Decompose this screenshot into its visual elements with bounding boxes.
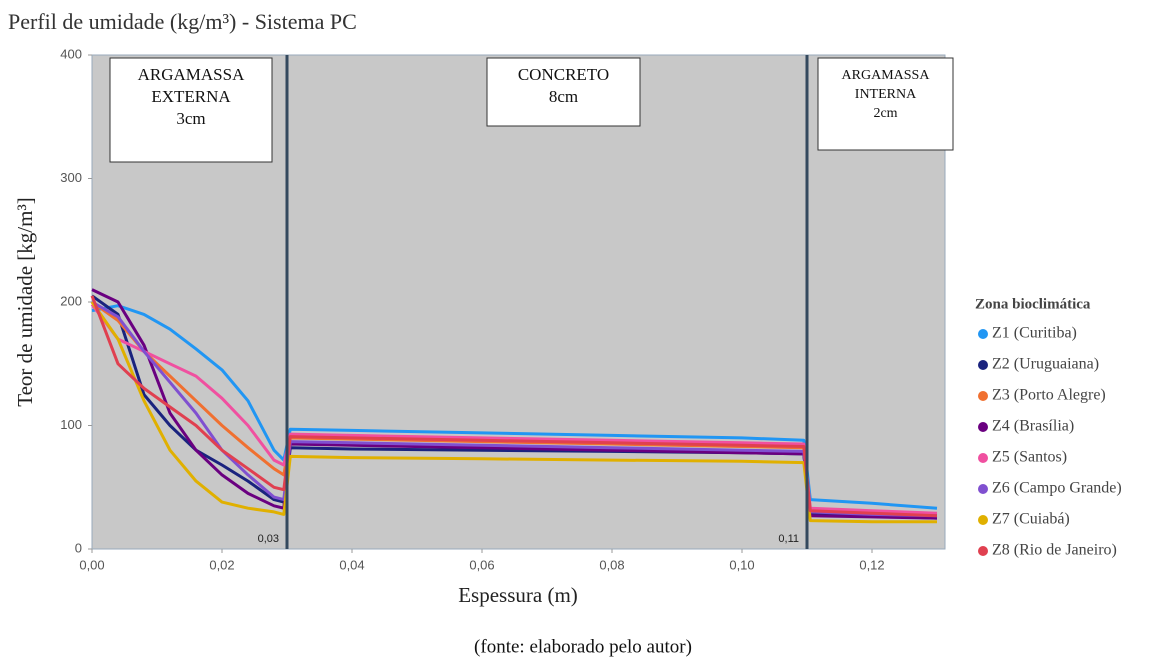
x-tick-label: 0,06 xyxy=(469,557,494,572)
layer-label: CONCRETO xyxy=(518,65,609,84)
legend-marker xyxy=(978,422,988,432)
legend-label: Z1 (Curitiba) xyxy=(992,325,1077,342)
legend-marker xyxy=(978,546,988,556)
y-axis-label: Teor de umidade [kg/m³] xyxy=(13,197,37,407)
x-tick-label: 0,12 xyxy=(859,557,884,572)
legend-label: Z8 (Rio de Janeiro) xyxy=(992,542,1117,559)
legend-label: Z7 (Cuiabá) xyxy=(992,511,1070,528)
legend-label: Z5 (Santos) xyxy=(992,449,1067,466)
x-tick-label: 0,08 xyxy=(599,557,624,572)
layer-label: EXTERNA xyxy=(151,87,231,106)
x-tick-label: 0,02 xyxy=(209,557,234,572)
boundary-label: 0,03 xyxy=(258,533,279,545)
legend-label: Z6 (Campo Grande) xyxy=(992,480,1122,497)
x-axis-label: Espessura (m) xyxy=(458,583,578,607)
y-tick-label: 0 xyxy=(75,540,82,555)
legend-marker xyxy=(978,391,988,401)
y-tick-label: 400 xyxy=(60,46,82,61)
layer-box xyxy=(486,57,641,127)
layer-box xyxy=(817,57,954,151)
legend-marker xyxy=(978,515,988,525)
layer-label: ARGAMASSA xyxy=(842,68,931,83)
y-tick-label: 300 xyxy=(60,170,82,185)
legend-label: Z3 (Porto Alegre) xyxy=(992,387,1106,404)
y-tick-label: 200 xyxy=(60,293,82,308)
x-tick-label: 0,10 xyxy=(729,557,754,572)
caption: (fonte: elaborado pelo autor) xyxy=(474,636,692,657)
layer-label: 8cm xyxy=(549,87,578,106)
legend-label: Z2 (Uruguaiana) xyxy=(992,356,1099,373)
x-tick-label: 0,04 xyxy=(339,557,364,572)
layer-label: 3cm xyxy=(176,109,205,128)
layer-label: ARGAMASSA xyxy=(138,65,245,84)
layer-label: 2cm xyxy=(873,106,897,121)
legend-marker xyxy=(978,329,988,339)
boundary-label: 0,11 xyxy=(778,533,799,545)
layer-box xyxy=(109,57,273,163)
layer-label: INTERNA xyxy=(855,87,917,102)
legend-label: Z4 (Brasília) xyxy=(992,418,1074,435)
legend-title: Zona bioclimática xyxy=(975,296,1091,312)
x-tick-label: 0,00 xyxy=(79,557,104,572)
legend-marker xyxy=(978,360,988,370)
legend-marker xyxy=(978,484,988,494)
y-tick-label: 100 xyxy=(60,417,82,432)
chart-title: Perfil de umidade (kg/m³) - Sistema PC xyxy=(8,9,357,34)
legend-marker xyxy=(978,453,988,463)
